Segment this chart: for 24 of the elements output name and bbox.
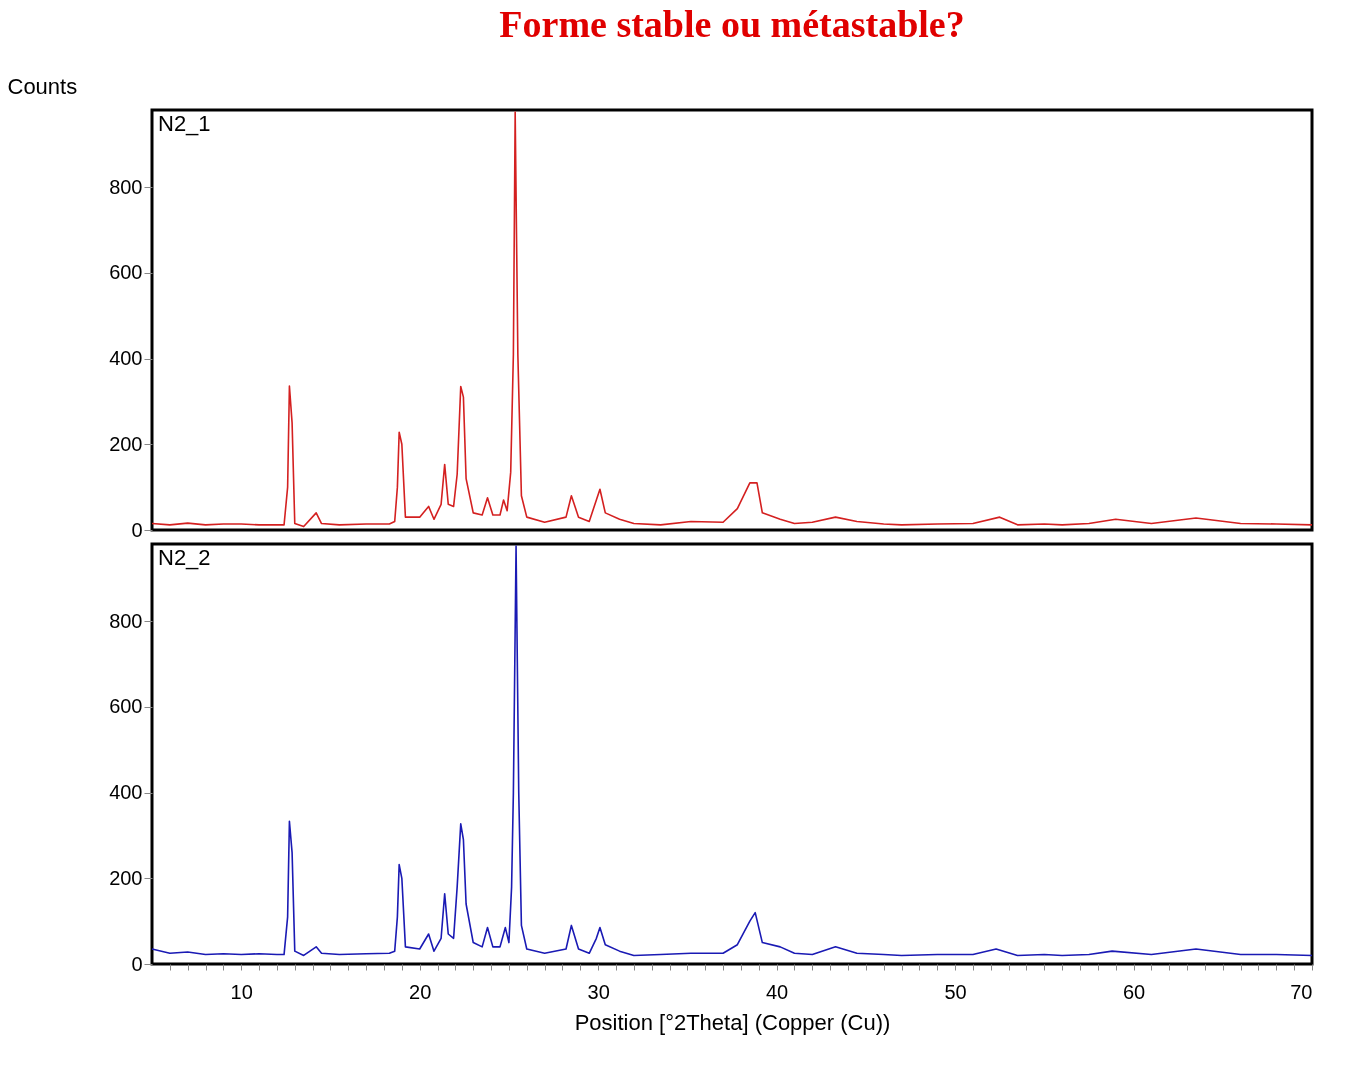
y-tick-label: 200 xyxy=(109,866,143,889)
y-tick-label: 800 xyxy=(109,609,143,632)
line-series xyxy=(151,545,1313,957)
x-tick-label: 30 xyxy=(587,980,610,1003)
x-axis-title: Position [°2Theta] (Copper (Cu)) xyxy=(574,1009,891,1035)
y-tick-label: 600 xyxy=(109,261,143,284)
x-tick-label: 70 xyxy=(1290,980,1313,1003)
y-axis-title: Counts xyxy=(7,73,78,99)
text: N2_1 xyxy=(158,111,211,136)
y-tick-label: 800 xyxy=(109,175,143,198)
chart-title: Forme stable ou métastable? xyxy=(499,3,965,45)
y-tick-label: 400 xyxy=(109,347,143,370)
x-tick-label: 10 xyxy=(230,980,253,1003)
x-tick-label: 40 xyxy=(765,980,789,1003)
y-tick-label: 600 xyxy=(109,695,143,718)
x-tick-label: 50 xyxy=(944,980,967,1003)
text: N2_2 xyxy=(158,545,211,570)
line-series xyxy=(151,111,1313,528)
y-tick-label: 400 xyxy=(109,781,143,804)
x-tick-label: 20 xyxy=(409,980,432,1003)
y-tick-label: 0 xyxy=(131,952,143,975)
x-tick-label: 60 xyxy=(1122,980,1146,1003)
y-tick-label: 0 xyxy=(131,518,143,541)
y-tick-label: 200 xyxy=(109,432,143,455)
